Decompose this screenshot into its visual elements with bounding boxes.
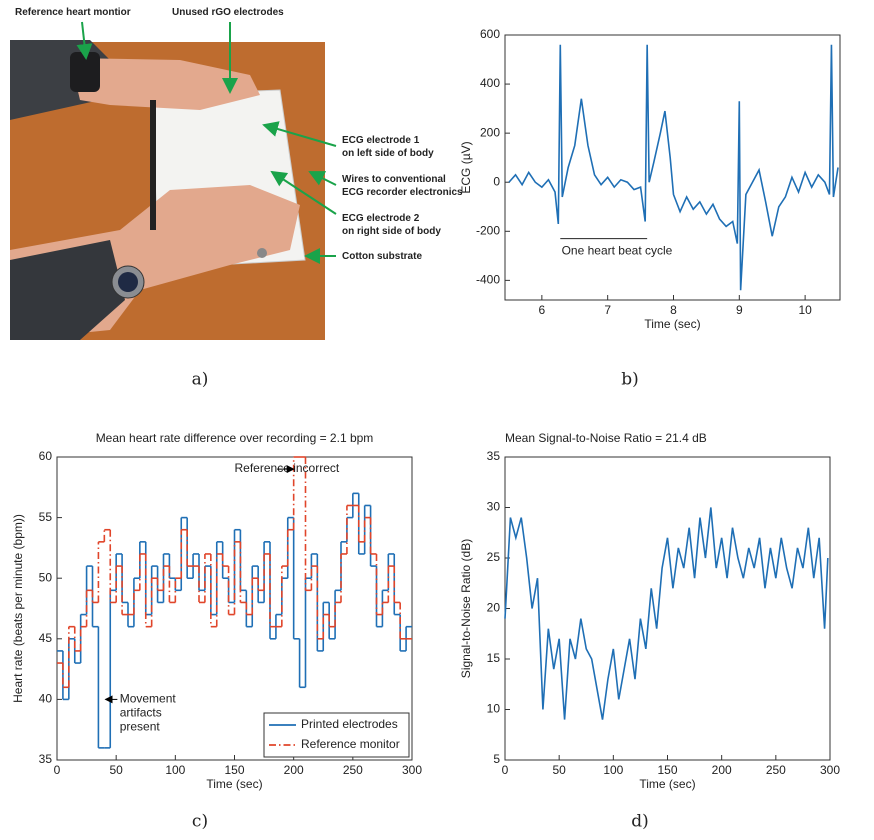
- photo-label: Wires to conventional ECG recorder electr…: [342, 174, 463, 198]
- x-tick-label: 7: [604, 303, 611, 317]
- x-tick-label: 150: [224, 763, 244, 777]
- legend-label: Reference monitor: [301, 737, 400, 751]
- x-tick-label: 300: [820, 763, 840, 777]
- x-tick-label: 10: [798, 303, 812, 317]
- y-tick-label: 5: [493, 752, 500, 766]
- photo-label: ECG electrode 1 on left side of body: [342, 135, 434, 159]
- y-tick-label: 0: [493, 174, 500, 188]
- y-tick-label: 600: [480, 27, 500, 41]
- chart-title: Mean heart rate difference over recordin…: [96, 431, 374, 445]
- photo-arrows: [76, 21, 337, 264]
- annotation: One heart beat cycle: [562, 244, 673, 258]
- x-tick-label: 200: [284, 763, 304, 777]
- chart-title: Mean Signal-to-Noise Ratio = 21.4 dB: [505, 431, 707, 445]
- photo-label: Unused rGO electrodes: [172, 7, 284, 18]
- legend-label: Printed electrodes: [301, 717, 398, 731]
- panel-label: d): [631, 812, 649, 832]
- annotation-line: One heart beat cycle: [562, 244, 673, 258]
- photo-label-line: on right side of body: [342, 226, 441, 237]
- x-axis-label: Time (sec): [206, 777, 262, 791]
- x-axis-label: Time (sec): [639, 777, 695, 791]
- y-tick-label: 50: [39, 570, 53, 584]
- photo-label-line: Cotton substrate: [342, 251, 422, 262]
- x-tick-label: 100: [603, 763, 623, 777]
- x-tick-label: 100: [165, 763, 185, 777]
- x-tick-label: 0: [502, 763, 509, 777]
- x-tick-label: 50: [109, 763, 123, 777]
- y-tick-label: 25: [487, 550, 501, 564]
- series-line: [504, 507, 829, 720]
- y-tick-label: 200: [480, 125, 500, 139]
- photo-label-line: Unused rGO electrodes: [172, 7, 284, 18]
- series-line: [508, 44, 839, 291]
- y-tick-label: 40: [39, 692, 53, 706]
- y-axis-label: Signal-to-Noise Ratio (dB): [459, 539, 473, 678]
- x-tick-label: 50: [552, 763, 566, 777]
- y-tick-label: -400: [476, 273, 500, 287]
- y-tick-label: 15: [487, 651, 501, 665]
- photo-label-line: ECG electrode 1: [342, 135, 420, 146]
- annotation-line: Movement: [120, 692, 177, 706]
- annotation-line: Reference incorrect: [235, 461, 340, 475]
- panel-label: b): [621, 370, 639, 390]
- step-riser: [62, 457, 401, 688]
- x-tick-label: 150: [657, 763, 677, 777]
- x-tick-label: 200: [712, 763, 732, 777]
- x-tick-label: 300: [402, 763, 422, 777]
- y-tick-label: -200: [476, 223, 500, 237]
- annotation: Movement artifacts present: [120, 692, 177, 734]
- panel-label: c): [192, 812, 208, 832]
- x-tick-label: 8: [670, 303, 677, 317]
- step-riser: [62, 493, 407, 748]
- y-tick-label: 30: [487, 500, 501, 514]
- y-tick-label: 55: [39, 510, 53, 524]
- photo-label-line: on left side of body: [342, 148, 434, 159]
- photo-label: Reference heart montior: [15, 7, 131, 18]
- y-tick-label: 20: [487, 601, 501, 615]
- x-tick-label: 250: [766, 763, 786, 777]
- y-tick-label: 35: [39, 752, 53, 766]
- y-tick-label: 45: [39, 631, 53, 645]
- x-tick-label: 0: [54, 763, 61, 777]
- x-tick-label: 9: [736, 303, 743, 317]
- y-axis-label: Heart rate (beats per minute (bpm)): [11, 514, 25, 703]
- photo-label: ECG electrode 2 on right side of body: [342, 213, 441, 237]
- plot-frame: [504, 456, 831, 761]
- annotation-line: artifacts: [120, 706, 162, 720]
- panel-label: a): [192, 370, 209, 390]
- photo-label-line: ECG electrode 2: [342, 213, 420, 224]
- y-tick-label: 400: [480, 76, 500, 90]
- legend-box: [263, 712, 410, 758]
- annotation: Reference incorrect: [235, 461, 340, 475]
- x-tick-label: 6: [539, 303, 546, 317]
- photo-label-line: Wires to conventional: [342, 174, 446, 185]
- photo-label: Cotton substrate: [342, 251, 422, 262]
- y-tick-label: 35: [487, 449, 501, 463]
- photo-label-line: ECG recorder electronics: [342, 187, 463, 198]
- photo: [10, 40, 325, 340]
- annotation-line: present: [120, 720, 161, 734]
- y-tick-label: 10: [487, 702, 501, 716]
- x-axis-label: Time (sec): [644, 317, 700, 331]
- y-tick-label: 60: [39, 449, 53, 463]
- photo-label-line: Reference heart montior: [15, 7, 131, 18]
- plot-frame: [504, 34, 841, 301]
- y-axis-label: ECG (µV): [459, 141, 473, 193]
- x-tick-label: 250: [343, 763, 363, 777]
